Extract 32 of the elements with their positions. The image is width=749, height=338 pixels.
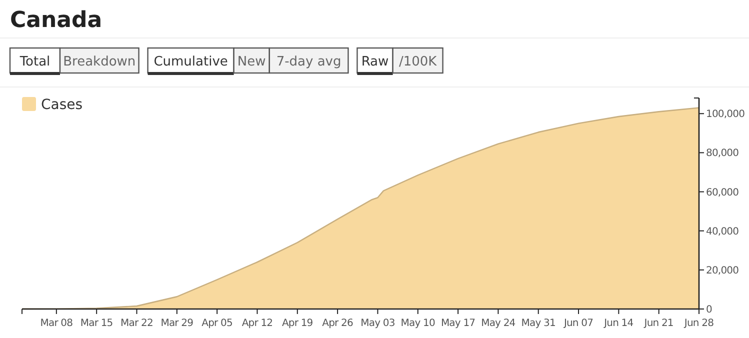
legend-label: Cases [41, 97, 83, 113]
x-tick-label: Apr 19 [282, 318, 313, 329]
x-tick-label: May 17 [440, 318, 476, 329]
x-tick-label: May 31 [521, 318, 556, 329]
toggle-button: /100K [392, 47, 444, 74]
y-tick-label: 60,000 [706, 187, 739, 198]
toggle-button: New [233, 47, 270, 74]
x-tick-label: Jun 21 [643, 318, 674, 329]
x-tick-label: Apr 26 [322, 318, 353, 329]
toggle-button: Total [9, 47, 61, 75]
chart-title: Canada [10, 8, 102, 33]
toggle-button: Breakdown [59, 47, 140, 74]
x-tick-label: Jun 07 [562, 318, 594, 329]
x-tick-label: May 24 [481, 318, 516, 329]
x-tick-label: Mar 29 [160, 318, 194, 329]
x-tick-label: Apr 05 [202, 318, 232, 329]
x-tick-label: Mar 22 [120, 318, 153, 329]
toggle-button: Cumulative [147, 47, 234, 75]
x-tick-label: Mar 08 [40, 318, 73, 329]
x-tick-label: Jun 14 [603, 318, 634, 329]
y-tick-label: 20,000 [706, 265, 739, 276]
y-tick-label: 100,000 [706, 109, 745, 120]
x-tick-label: May 10 [400, 318, 435, 329]
x-tick-label: Jun 28 [683, 318, 714, 329]
y-tick-label: 0 [706, 304, 712, 316]
y-tick-label: 80,000 [706, 148, 739, 160]
toggle-button: Raw [356, 47, 394, 75]
x-tick-label: May 03 [360, 318, 395, 329]
y-tick-label: 40,000 [706, 226, 739, 238]
x-tick-label: Apr 12 [242, 318, 273, 329]
x-tick-label: Mar 15 [80, 318, 113, 329]
toggle-button: 7-day avg [268, 47, 349, 74]
